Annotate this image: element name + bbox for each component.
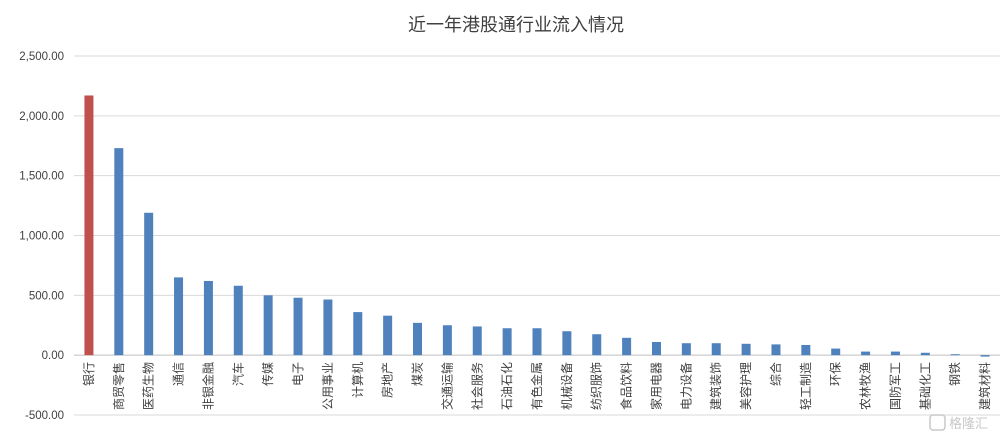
x-category-label: 电子 bbox=[291, 362, 305, 386]
bar bbox=[651, 342, 661, 356]
bars bbox=[84, 95, 990, 357]
x-category-label: 银行 bbox=[82, 362, 96, 386]
gridlines bbox=[74, 55, 1000, 416]
x-category-label: 煤炭 bbox=[411, 362, 425, 386]
bar bbox=[413, 322, 423, 356]
x-category-label: 美容护理 bbox=[738, 362, 753, 410]
y-tick-label: 500.00 bbox=[29, 290, 64, 302]
bar bbox=[622, 337, 632, 356]
bar bbox=[263, 295, 273, 356]
bar bbox=[293, 297, 303, 356]
x-category-label: 通信 bbox=[172, 362, 186, 386]
bar bbox=[174, 277, 184, 356]
x-category-label: 国防军工 bbox=[887, 362, 902, 410]
bar bbox=[114, 148, 124, 356]
x-category-label: 基础化工 bbox=[918, 362, 932, 410]
bar bbox=[233, 285, 243, 356]
bar bbox=[472, 326, 482, 356]
bar bbox=[831, 348, 841, 356]
x-category-label: 公用事业 bbox=[321, 362, 335, 410]
x-category-label: 机械设备 bbox=[559, 362, 574, 410]
bar bbox=[353, 312, 363, 356]
x-category-label: 计算机 bbox=[350, 362, 365, 398]
logo-g-icon bbox=[929, 414, 946, 431]
x-category-label: 环保 bbox=[829, 362, 843, 386]
bar bbox=[502, 328, 512, 356]
bar bbox=[562, 331, 572, 356]
bar bbox=[442, 325, 452, 356]
bar bbox=[890, 351, 900, 356]
x-category-label: 建筑装饰 bbox=[708, 362, 723, 410]
x-category-label: 建筑材料 bbox=[977, 362, 992, 410]
bar bbox=[383, 315, 393, 356]
bar bbox=[323, 299, 333, 356]
chart-title: 近一年港股通行业流入情况 bbox=[408, 15, 624, 36]
x-category-label: 医药生物 bbox=[142, 362, 156, 410]
bar bbox=[681, 343, 691, 356]
bar bbox=[950, 354, 960, 356]
bar bbox=[203, 280, 213, 356]
y-axis-tick-labels: -500.00 0.00 500.00 1,000.00 1,500.00 2,000.0… bbox=[19, 51, 64, 422]
x-category-label: 交通运输 bbox=[439, 362, 454, 410]
x-category-label: 社会服务 bbox=[469, 362, 484, 410]
watermark-text: 格隆汇 bbox=[949, 416, 988, 432]
x-category-label: 非银金融 bbox=[200, 362, 215, 410]
x-category-label: 汽车 bbox=[230, 362, 245, 386]
x-category-label: 食品饮料 bbox=[619, 362, 634, 410]
x-category-label: 商贸零售 bbox=[111, 362, 126, 410]
watermark: 格隆汇 bbox=[929, 414, 988, 432]
x-category-label: 家用电器 bbox=[648, 362, 663, 410]
x-category-label: 房地产 bbox=[380, 362, 395, 398]
x-category-label: 纺织服饰 bbox=[590, 362, 604, 410]
y-tick-label: 1,000.00 bbox=[19, 231, 64, 243]
y-tick-label: 0.00 bbox=[42, 350, 64, 362]
bar bbox=[771, 344, 781, 356]
y-tick-label: 2,500.00 bbox=[19, 51, 64, 63]
bar bbox=[532, 328, 542, 356]
y-tick-label: -500.00 bbox=[25, 410, 64, 422]
bar bbox=[741, 343, 751, 356]
bar bbox=[801, 344, 811, 356]
x-axis-category-labels: 银行 商贸零售 医药生物 通信 非银金融 汽车 传媒 电子 公用事业 计算机 房地产 煤炭 交通运输 社会… bbox=[82, 362, 992, 410]
x-category-label: 石油石化 bbox=[500, 362, 514, 410]
bar bbox=[920, 352, 930, 356]
x-category-label: 轻工制造 bbox=[799, 362, 813, 410]
x-category-label: 综合 bbox=[768, 362, 783, 386]
bar bbox=[84, 95, 94, 356]
y-tick-label: 2,000.00 bbox=[19, 111, 64, 123]
bar bbox=[711, 343, 721, 356]
y-tick-label: 1,500.00 bbox=[19, 171, 64, 183]
bar bbox=[861, 351, 871, 356]
bar bbox=[144, 212, 154, 356]
x-category-label: 农林牧渔 bbox=[859, 362, 873, 410]
x-category-label: 有色金属 bbox=[529, 362, 544, 410]
x-category-label: 钢铁 bbox=[948, 362, 962, 386]
x-category-label: 传媒 bbox=[260, 362, 275, 386]
bar bbox=[592, 334, 602, 356]
bar bbox=[980, 355, 990, 357]
x-category-label: 电力设备 bbox=[679, 362, 693, 410]
